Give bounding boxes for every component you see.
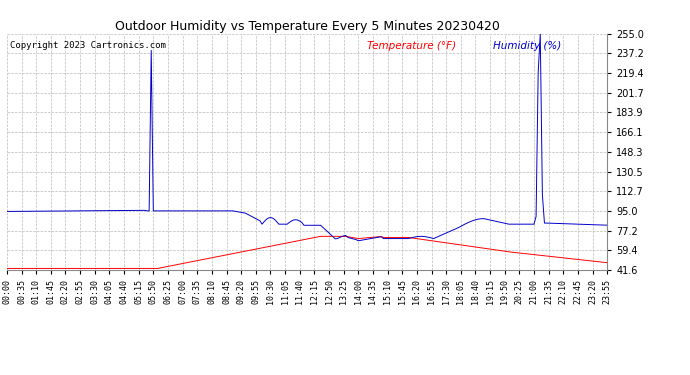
Title: Outdoor Humidity vs Temperature Every 5 Minutes 20230420: Outdoor Humidity vs Temperature Every 5 …	[115, 20, 500, 33]
Text: Humidity (%): Humidity (%)	[493, 41, 562, 51]
Text: Temperature (°F): Temperature (°F)	[367, 41, 456, 51]
Text: Copyright 2023 Cartronics.com: Copyright 2023 Cartronics.com	[10, 41, 166, 50]
